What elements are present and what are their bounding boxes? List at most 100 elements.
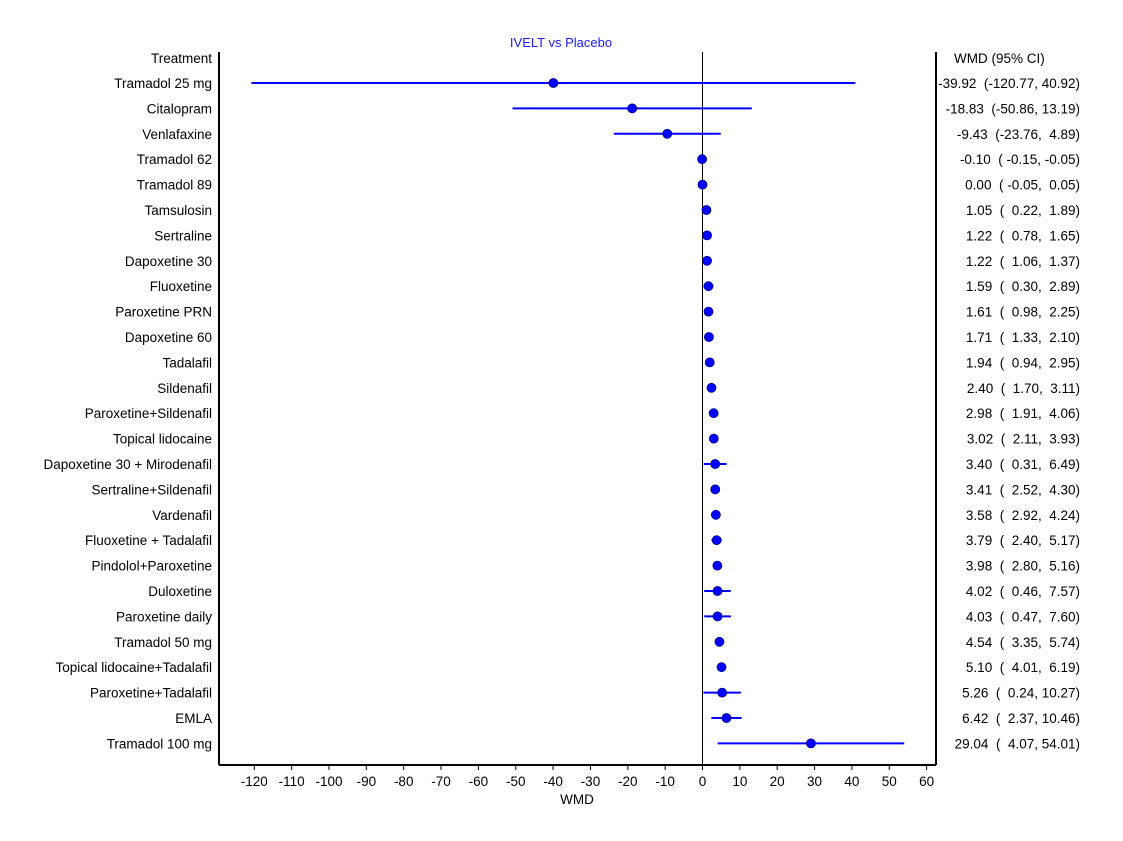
wmd-ci-text: -39.92 (-120.77, 40.92) [938,76,1080,91]
treatment-label: Sertraline [154,228,212,243]
x-axis-label: WMD [560,792,594,807]
forest-row: Topical lidocaine+Tadalafil 5.10 ( 4.01, … [56,660,1080,675]
point-estimate-marker [701,205,712,215]
x-tick-label: 20 [770,774,785,789]
point-estimate-marker [703,306,714,317]
x-tick-label: -70 [431,774,451,789]
forest-row: Sertraline+Sildenafil 3.41 ( 2.52, 4.30) [92,482,1080,497]
wmd-ci-text: 1.94 ( 0.94, 2.95) [966,355,1080,370]
point-estimate-marker [714,636,725,647]
treatment-label: Venlafaxine [142,127,212,142]
treatment-label: Vardenafil [152,508,212,523]
x-tick-label: -30 [581,774,601,789]
treatment-label: Tramadol 89 [137,178,212,193]
point-estimate-marker [710,484,721,495]
wmd-ci-text: 4.03 ( 0.47, 7.60) [966,609,1080,624]
forest-row: Tamsulosin 1.05 ( 0.22, 1.89) [144,203,1080,218]
treatment-label: Dapoxetine 30 [125,254,212,269]
wmd-ci-text: 29.04 ( 4.07, 54.01) [955,736,1080,751]
forest-row: Tramadol 89 0.00 ( -0.05, 0.05) [137,178,1080,193]
forest-row: Paroxetine+Sildenafil 2.98 ( 1.91, 4.06) [85,406,1080,421]
point-estimate-marker [806,738,816,749]
point-estimate-marker [712,586,723,596]
treatment-label: Topical lidocaine+Tadalafil [56,660,212,675]
point-estimate-marker [702,230,712,241]
point-estimate-marker [716,662,727,673]
x-tick-label: -80 [394,774,414,789]
forest-row: Dapoxetine 30 + Mirodenafil 3.40 ( 0.31, … [44,457,1080,472]
treatment-label: Fluoxetine + Tadalafil [85,533,212,548]
treatment-label: Sildenafil [157,381,212,396]
wmd-ci-text: 3.41 ( 2.52, 4.30) [966,482,1080,497]
treatment-label: Paroxetine daily [116,609,212,624]
wmd-column-header: WMD (95% CI) [954,51,1045,66]
x-tick-label: 0 [699,774,707,789]
wmd-ci-text: 3.98 ( 2.80, 5.16) [966,559,1080,574]
treatment-label: Tadalafil [162,355,212,370]
x-tick-label: 50 [882,774,897,789]
forest-row: Paroxetine+Tadalafil 5.26 ( 0.24, 10.27) [90,686,1080,701]
x-tick-label: -40 [543,774,563,789]
wmd-ci-text: 1.22 ( 0.78, 1.65) [966,228,1080,243]
treatment-label: Pindolol+Paroxetine [92,559,212,574]
treatment-label: Paroxetine+Tadalafil [90,686,212,701]
forest-row: Tramadol 25 mg -39.92 (-120.77, 40.92) [114,76,1080,91]
point-estimate-marker [704,357,715,368]
wmd-ci-text: 1.05 ( 0.22, 1.89) [966,203,1080,218]
wmd-ci-text: 3.58 ( 2.92, 4.24) [966,508,1080,523]
chart-title: IVELT vs Placebo [510,35,612,50]
axes: -120 -110 -100 -90 -80 -70 -60 -50 -40 -30 -20 -10 0… [218,52,937,789]
x-tick-label: -50 [506,774,526,789]
forest-row: Vardenafil 3.58 ( 2.92, 4.24) [152,508,1080,523]
wmd-ci-text: 2.98 ( 1.91, 4.06) [966,406,1080,421]
forest-row: Sildenafil 2.40 ( 1.70, 3.11) [157,381,1080,396]
forest-row: Citalopram -18.83 (-50.86, 13.19) [147,101,1080,116]
point-estimate-marker [721,713,732,723]
wmd-ci-text: 3.02 ( 2.11, 3.93) [967,432,1080,447]
treatment-label: Tramadol 100 mg [107,736,212,751]
treatment-label: Paroxetine+Sildenafil [85,406,212,421]
point-estimate-marker [548,78,559,88]
point-estimate-marker [710,509,721,520]
treatment-label: Fluoxetine [150,279,212,294]
point-estimate-marker [697,154,708,165]
treatment-label: Tramadol 25 mg [114,76,212,91]
x-tick-label: -100 [315,774,342,789]
forest-row: Dapoxetine 30 1.22 ( 1.06, 1.37) [125,254,1080,269]
point-estimate-marker [717,687,728,698]
x-tick-label: 40 [844,774,859,789]
x-tick-label: 60 [919,774,934,789]
forest-row: Fluoxetine + Tadalafil 3.79 ( 2.40, 5.17) [85,533,1080,548]
x-tick-label: -60 [469,774,489,789]
wmd-ci-text: 5.26 ( 0.24, 10.27) [962,686,1080,701]
treatment-label: Sertraline+Sildenafil [92,482,212,497]
wmd-ci-text: 1.71 ( 1.33, 2.10) [966,330,1080,345]
point-estimate-marker [710,459,721,469]
point-estimate-marker [711,535,722,546]
plot-rows: Tramadol 25 mg -39.92 (-120.77, 40.92) Cit… [44,76,1080,751]
x-tick-label: -120 [241,774,268,789]
wmd-ci-text: 4.54 ( 3.35, 5.74) [966,635,1080,650]
treatment-label: Dapoxetine 30 + Mirodenafil [44,457,212,472]
forest-row: Paroxetine daily 4.03 ( 0.47, 7.60) [116,609,1080,624]
forest-row: Fluoxetine 1.59 ( 0.30, 2.89) [150,279,1080,294]
treatment-label: Citalopram [147,101,212,116]
forest-row: Tadalafil 1.94 ( 0.94, 2.95) [162,355,1080,370]
wmd-ci-text: 2.40 ( 1.70, 3.11) [967,381,1080,396]
wmd-ci-text: 1.59 ( 0.30, 2.89) [966,279,1080,294]
forest-row: Tramadol 50 mg 4.54 ( 3.35, 5.74) [114,635,1080,650]
x-tick-label: -20 [618,774,638,789]
point-estimate-marker [627,103,638,114]
forest-row: Venlafaxine -9.43 (-23.76, 4.89) [142,127,1080,142]
point-estimate-marker [712,611,723,622]
wmd-ci-text: 4.02 ( 0.46, 7.57) [966,584,1080,599]
point-estimate-marker [662,128,673,139]
treatment-label: Duloxetine [148,584,212,599]
x-tick-label: -90 [357,774,377,789]
point-estimate-marker [708,408,719,419]
x-tick-label: 30 [807,774,822,789]
treatment-label: Paroxetine PRN [115,305,212,320]
point-estimate-marker [703,332,714,342]
forest-row: Sertraline 1.22 ( 0.78, 1.65) [154,228,1080,243]
wmd-ci-text: -9.43 (-23.76, 4.89) [957,127,1080,142]
